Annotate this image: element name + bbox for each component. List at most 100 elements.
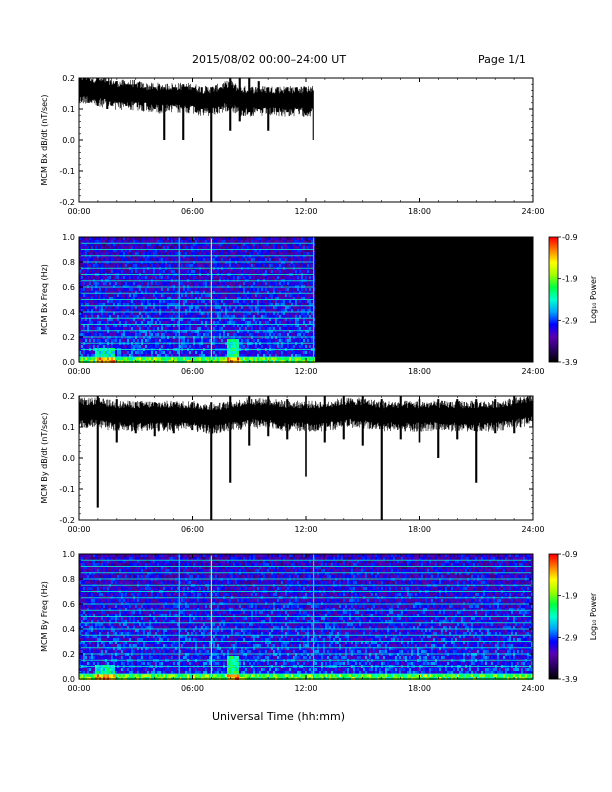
spectrogram-cell — [231, 333, 233, 336]
spectrogram-cell — [169, 339, 171, 342]
spectrogram-cell — [299, 345, 301, 348]
spectrogram-cell — [157, 300, 159, 303]
spectrogram-cell — [301, 288, 303, 291]
spectrogram-cell — [303, 354, 305, 357]
spectrogram-cell — [127, 327, 129, 330]
spectrogram-cell — [235, 333, 237, 336]
spectrogram-cell — [187, 306, 189, 309]
spectrogram-cell — [185, 255, 187, 258]
spectrogram-cell — [167, 240, 169, 243]
spectrogram-cell — [297, 351, 299, 354]
spectrogram-cell — [243, 243, 245, 246]
spectrogram-cell — [199, 246, 201, 249]
spectrogram-cell — [223, 312, 225, 315]
spectrogram-cell — [99, 339, 101, 342]
spectrogram-cell — [93, 252, 95, 255]
spectrogram-cell — [119, 243, 121, 246]
spectrogram-cell — [137, 330, 139, 333]
spectrogram-cell — [299, 276, 301, 279]
spectrogram-cell — [79, 297, 81, 300]
spectrogram-cell — [295, 315, 297, 318]
spectrogram-cell — [245, 276, 247, 279]
spectrogram-cell — [281, 243, 283, 246]
spectrogram-cell — [193, 300, 195, 303]
spectrogram-cell — [191, 291, 193, 294]
spectrogram-cell — [193, 357, 195, 360]
spectrogram-cell — [187, 270, 189, 273]
spectrogram-cell — [155, 333, 157, 336]
spectrogram-cell — [257, 354, 259, 357]
spectrogram-cell — [285, 306, 287, 309]
spectrogram-cell — [101, 294, 103, 297]
spectrogram-cell — [91, 249, 93, 252]
spectrogram-cell — [261, 258, 263, 261]
spectrogram-cell — [225, 288, 227, 291]
spectrogram-cell — [99, 306, 101, 309]
spectrogram-cell — [189, 249, 191, 252]
spectrogram-cell — [195, 303, 197, 306]
spectrogram-cell — [157, 312, 159, 315]
spectrogram-cell — [87, 315, 89, 318]
spectrogram-cell — [213, 315, 215, 318]
spectrogram-cell — [193, 258, 195, 261]
spectrogram-cell — [189, 297, 191, 300]
spectrogram-cell — [297, 333, 299, 336]
spectrogram-cell — [219, 351, 221, 354]
spectrogram-cell — [257, 258, 259, 261]
spectrogram-cell — [143, 288, 145, 291]
spectrogram-cell — [117, 264, 119, 267]
spectrogram-cell — [111, 351, 113, 354]
spectrogram-cell — [87, 321, 89, 324]
spectrogram-cell — [231, 303, 233, 306]
spectrogram-cell — [169, 297, 171, 300]
spectrogram-cell — [121, 294, 123, 297]
spectrogram-cell — [271, 288, 273, 291]
spectrogram-cell — [111, 339, 113, 342]
spectrogram-cell — [267, 330, 269, 333]
spectrogram-cell — [165, 294, 167, 297]
spectrogram-cell — [101, 327, 103, 330]
spectrogram-cell — [103, 294, 105, 297]
spectrogram-cell — [241, 333, 243, 336]
spectrogram-cell — [173, 309, 175, 312]
spectrogram-cell — [191, 321, 193, 324]
spectrogram-cell — [169, 354, 171, 357]
spectrogram-cell — [145, 318, 147, 321]
spectrogram-cell — [305, 255, 307, 258]
spectrogram-cell — [121, 264, 123, 267]
spectrogram-cell — [255, 297, 257, 300]
spectrogram-cell — [107, 309, 109, 312]
spectrogram-cell — [139, 291, 141, 294]
spectrogram-cell — [233, 309, 235, 312]
spectrogram-cell — [155, 318, 157, 321]
spectrogram-cell — [109, 306, 111, 309]
spectrogram-cell — [265, 306, 267, 309]
spectrogram-cell — [217, 297, 219, 300]
spectrogram-cell — [261, 294, 263, 297]
spectrogram-cell — [243, 237, 245, 240]
spectrogram-cell — [309, 339, 311, 342]
spectrogram-cell — [141, 249, 143, 252]
spectrogram-cell — [161, 288, 163, 291]
spectrogram-cell — [299, 312, 301, 315]
spectrogram-cell — [235, 258, 237, 261]
spectrogram-cell — [125, 327, 127, 330]
spectrogram-cell — [189, 270, 191, 273]
spectrogram-cell — [265, 282, 267, 285]
spectrogram-cell — [205, 324, 207, 327]
spectrogram-cell — [151, 291, 153, 294]
spectrogram-cell — [261, 300, 263, 303]
spectrogram-cell — [147, 312, 149, 315]
spectrogram-cell — [207, 315, 209, 318]
spectrogram-cell — [177, 243, 179, 246]
spectrogram-cell — [179, 315, 181, 318]
spectrogram-cell — [91, 243, 93, 246]
spectrogram-cell — [281, 318, 283, 321]
spectrogram-cell — [127, 315, 129, 318]
spectrogram-cell — [281, 297, 283, 300]
spectrogram-cell — [107, 351, 109, 354]
spectrogram-cell — [131, 264, 133, 267]
spectrogram-cell — [161, 321, 163, 324]
spectrogram-cell — [263, 237, 265, 240]
spectrogram-cell — [205, 354, 207, 357]
